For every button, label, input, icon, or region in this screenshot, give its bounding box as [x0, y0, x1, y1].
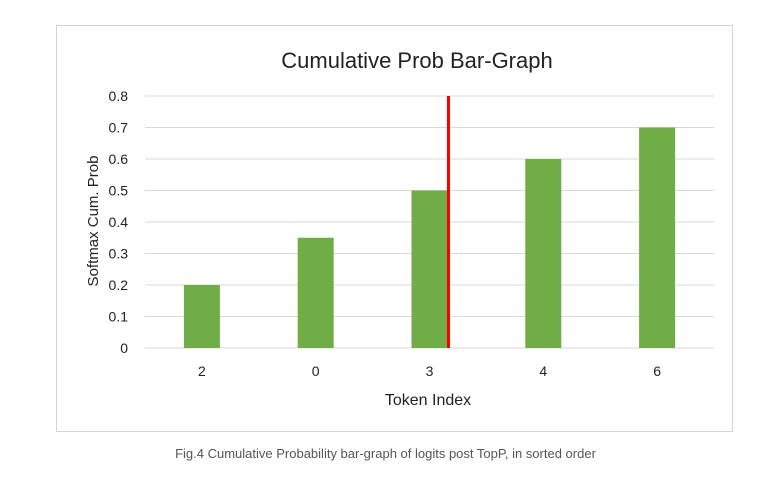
- chart-frame: [56, 25, 733, 432]
- x-tick-label: 0: [312, 363, 320, 379]
- x-tick-label: 2: [198, 363, 206, 379]
- x-tick-label: 3: [426, 363, 434, 379]
- x-axis-label: Token Index: [385, 392, 471, 409]
- y-tick-label: 0: [120, 340, 128, 356]
- x-tick-label: 4: [539, 363, 547, 379]
- y-tick-label: 0.7: [109, 120, 129, 136]
- y-tick-label: 0.4: [109, 214, 129, 230]
- y-tick-label: 0.1: [109, 309, 129, 325]
- chart-title: Cumulative Prob Bar-Graph: [281, 48, 552, 73]
- x-tick-label: 6: [653, 363, 661, 379]
- bar-2: [183, 285, 220, 348]
- bar-3: [411, 190, 448, 348]
- figure-caption: Fig.4 Cumulative Probability bar-graph o…: [175, 446, 596, 461]
- bar-0: [297, 237, 334, 348]
- bar-4: [525, 159, 562, 348]
- y-tick-label: 0.6: [109, 151, 129, 167]
- y-tick-label: 0.2: [109, 277, 129, 293]
- y-tick-label: 0.3: [109, 246, 129, 262]
- bars: [183, 127, 676, 348]
- y-tick-label: 0.8: [109, 88, 129, 104]
- y-axis-label: Softmax Cum. Prob: [85, 156, 102, 287]
- y-tick-label: 0.5: [109, 183, 129, 199]
- x-tick-labels: 2 0 3 4 6: [198, 363, 661, 379]
- y-tick-labels: 0 0.1 0.2 0.3 0.4 0.5 0.6 0.7 0.8: [109, 88, 129, 356]
- bar-6: [639, 127, 676, 348]
